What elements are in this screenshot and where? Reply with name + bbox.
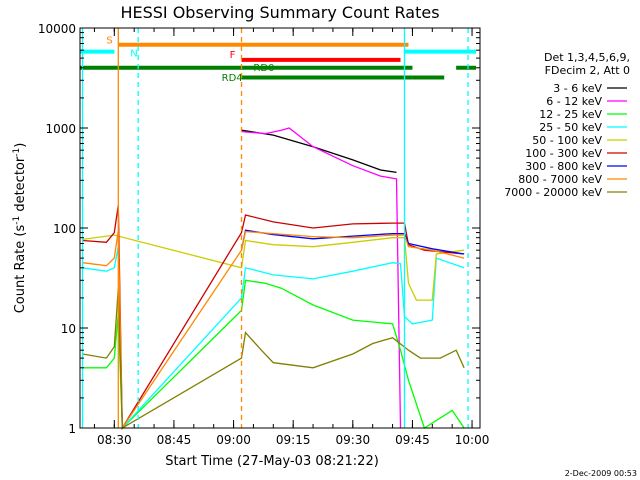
flag-lines xyxy=(81,28,469,428)
footer-date: 2-Dec-2009 00:53 xyxy=(565,469,637,478)
y-tick-label: 1000 xyxy=(45,122,76,136)
series-line-5 xyxy=(82,204,465,431)
y-tick-label: 10 xyxy=(61,322,76,336)
legend-label-6: 300 - 800 keV xyxy=(525,160,602,173)
legend-header-2: FDecim 2, Att 0 xyxy=(545,64,630,77)
flag-label: S xyxy=(106,35,112,46)
flag-label: RD0 xyxy=(253,63,274,74)
y-axis-label: Count Rate (s-1 detector-1) xyxy=(12,143,28,314)
flag-label: RD4 xyxy=(222,73,243,84)
series-line-7 xyxy=(82,230,465,431)
legend-label-8: 7000 - 20000 keV xyxy=(504,186,602,199)
y-tick-label: 100 xyxy=(53,222,76,236)
x-tick-label: 09:30 xyxy=(336,433,371,447)
chart-title: HESSI Observing Summary Count Rates xyxy=(120,3,439,22)
legend-label-0: 3 - 6 keV xyxy=(553,82,602,95)
legend-label-5: 100 - 300 keV xyxy=(525,147,602,160)
legend-label-3: 25 - 50 keV xyxy=(539,121,602,134)
y-tick-label: 10000 xyxy=(38,22,76,36)
legend-label-4: 50 - 100 keV xyxy=(532,134,602,147)
legend-label-7: 800 - 7000 keV xyxy=(518,173,602,186)
legend-label-1: 6 - 12 keV xyxy=(546,95,602,108)
x-tick-label: 09:45 xyxy=(395,433,430,447)
legend-label-2: 12 - 25 keV xyxy=(539,108,602,121)
series-line-8 xyxy=(82,288,465,430)
x-axis-label: Start Time (27-May-03 08:21:22) xyxy=(165,454,379,469)
series-line-1 xyxy=(241,127,402,429)
flag-labels: S N F RD0 RD4 xyxy=(106,35,274,84)
series-line-3 xyxy=(82,246,465,430)
series-line-4 xyxy=(82,234,465,301)
flag-label: N xyxy=(130,48,137,59)
x-tick-label: 08:45 xyxy=(157,433,192,447)
series-line-2 xyxy=(82,279,465,430)
x-tick-label: 09:15 xyxy=(276,433,311,447)
x-tick-label: 08:30 xyxy=(97,433,132,447)
series-lines xyxy=(82,127,465,431)
legend: Det 1,3,4,5,6,9, FDecim 2, Att 0 3 - 6 k… xyxy=(504,51,630,199)
x-tick-label: 09:00 xyxy=(216,433,251,447)
axis-ticks: 08:30 08:45 09:00 09:15 09:30 09:45 10:00 1 10 10… xyxy=(38,22,490,447)
series-line-0 xyxy=(241,129,397,174)
y-tick-label: 1 xyxy=(68,422,76,436)
flag-bars xyxy=(80,42,477,80)
flag-label: F xyxy=(230,50,236,61)
legend-header-1: Det 1,3,4,5,6,9, xyxy=(544,51,630,64)
x-tick-label: 10:00 xyxy=(455,433,490,447)
